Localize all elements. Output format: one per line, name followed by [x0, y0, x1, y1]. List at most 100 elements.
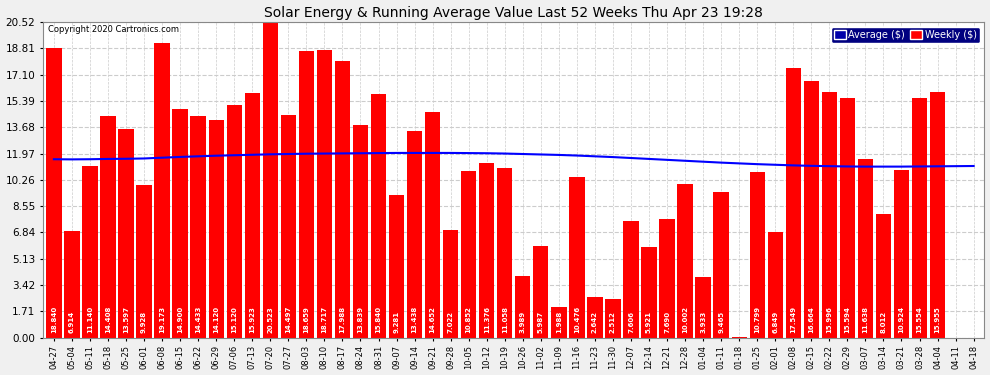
- Text: 7.606: 7.606: [628, 311, 634, 333]
- Text: 20.523: 20.523: [267, 306, 273, 333]
- Bar: [551, 307, 566, 338]
- Text: 14.408: 14.408: [105, 306, 111, 333]
- Text: 3.933: 3.933: [700, 311, 706, 333]
- Text: 7.690: 7.690: [664, 311, 670, 333]
- Bar: [497, 168, 513, 338]
- Bar: [299, 51, 314, 338]
- Bar: [371, 94, 386, 338]
- Text: 8.012: 8.012: [880, 311, 886, 333]
- Bar: [172, 108, 188, 338]
- Bar: [389, 195, 404, 338]
- Bar: [82, 166, 98, 338]
- Text: 10.924: 10.924: [899, 306, 905, 333]
- Bar: [930, 92, 945, 338]
- Bar: [912, 99, 928, 338]
- Text: 6.849: 6.849: [772, 311, 778, 333]
- Bar: [190, 116, 206, 338]
- Text: 2.642: 2.642: [592, 311, 598, 333]
- Bar: [407, 131, 422, 338]
- Bar: [245, 93, 260, 338]
- Bar: [894, 170, 909, 338]
- Text: 10.852: 10.852: [465, 306, 471, 333]
- Text: 13.597: 13.597: [123, 306, 129, 333]
- Title: Solar Energy & Running Average Value Last 52 Weeks Thu Apr 23 19:28: Solar Energy & Running Average Value Las…: [264, 6, 763, 20]
- Text: 19.173: 19.173: [159, 306, 165, 333]
- Text: 11.376: 11.376: [484, 306, 490, 333]
- Bar: [659, 219, 675, 338]
- Text: 11.638: 11.638: [862, 306, 868, 333]
- Bar: [515, 276, 531, 338]
- Bar: [281, 115, 296, 338]
- Text: 14.433: 14.433: [195, 306, 201, 333]
- Bar: [154, 43, 169, 338]
- Text: 9.465: 9.465: [718, 311, 724, 333]
- Bar: [209, 120, 224, 338]
- Text: 9.928: 9.928: [141, 311, 148, 333]
- Text: 10.799: 10.799: [754, 306, 760, 333]
- Bar: [677, 184, 693, 338]
- Bar: [786, 68, 801, 338]
- Bar: [425, 112, 441, 338]
- Bar: [749, 171, 765, 338]
- Bar: [857, 159, 873, 338]
- Bar: [100, 116, 116, 338]
- Text: 13.438: 13.438: [412, 306, 418, 333]
- Text: 14.120: 14.120: [213, 306, 219, 333]
- Text: 2.512: 2.512: [610, 311, 616, 333]
- Bar: [569, 177, 584, 338]
- Text: 15.955: 15.955: [935, 306, 940, 333]
- Bar: [605, 299, 621, 338]
- Bar: [335, 61, 350, 338]
- Text: 17.988: 17.988: [340, 306, 346, 333]
- Bar: [47, 48, 61, 338]
- Legend: Average ($), Weekly ($): Average ($), Weekly ($): [831, 27, 979, 43]
- Text: 15.554: 15.554: [917, 306, 923, 333]
- Text: 5.921: 5.921: [646, 311, 652, 333]
- Text: 1.988: 1.988: [555, 311, 562, 333]
- Text: 10.476: 10.476: [574, 306, 580, 333]
- Text: 10.002: 10.002: [682, 306, 688, 333]
- Text: 6.914: 6.914: [69, 311, 75, 333]
- Text: 11.058: 11.058: [502, 306, 508, 333]
- Text: 15.840: 15.840: [375, 306, 381, 333]
- Bar: [119, 129, 134, 338]
- Text: 5.987: 5.987: [538, 311, 544, 333]
- Bar: [352, 125, 368, 338]
- Bar: [876, 214, 891, 338]
- Text: 18.717: 18.717: [322, 306, 328, 333]
- Bar: [624, 220, 639, 338]
- Bar: [714, 192, 729, 338]
- Text: 18.659: 18.659: [303, 306, 309, 333]
- Text: 11.140: 11.140: [87, 306, 93, 333]
- Bar: [642, 246, 656, 338]
- Text: 18.840: 18.840: [50, 306, 56, 333]
- Text: 9.281: 9.281: [394, 311, 400, 333]
- Bar: [840, 98, 855, 338]
- Text: 17.549: 17.549: [790, 306, 796, 333]
- Text: 13.839: 13.839: [357, 306, 363, 333]
- Bar: [479, 163, 494, 338]
- Bar: [822, 92, 837, 338]
- Text: 15.594: 15.594: [844, 306, 850, 333]
- Text: 7.022: 7.022: [447, 311, 453, 333]
- Bar: [137, 185, 151, 338]
- Text: 14.652: 14.652: [430, 306, 436, 333]
- Bar: [317, 50, 332, 338]
- Bar: [695, 277, 711, 338]
- Text: 3.989: 3.989: [520, 311, 526, 333]
- Text: 16.664: 16.664: [808, 306, 815, 333]
- Bar: [227, 105, 242, 338]
- Text: 14.497: 14.497: [285, 306, 291, 333]
- Bar: [262, 22, 278, 338]
- Text: 15.120: 15.120: [232, 306, 238, 333]
- Bar: [534, 246, 548, 338]
- Bar: [461, 171, 476, 338]
- Bar: [804, 81, 819, 338]
- Bar: [767, 232, 783, 338]
- Text: 14.900: 14.900: [177, 306, 183, 333]
- Text: Copyright 2020 Cartronics.com: Copyright 2020 Cartronics.com: [48, 25, 179, 34]
- Bar: [443, 230, 458, 338]
- Text: 15.923: 15.923: [249, 306, 255, 333]
- Bar: [64, 231, 79, 338]
- Text: 15.996: 15.996: [827, 306, 833, 333]
